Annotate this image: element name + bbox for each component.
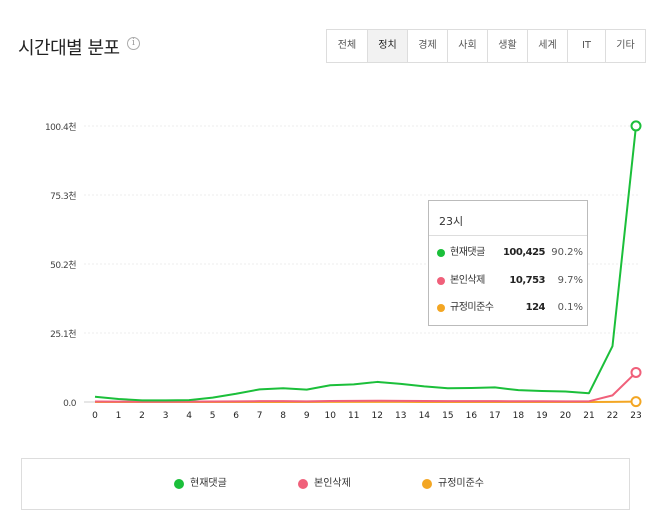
y-tick-label: 50.2천: [50, 260, 76, 271]
tooltip-series-name: 현재댓글: [450, 247, 485, 258]
tooltip-value: 10,753: [509, 275, 545, 286]
x-tick-label: 20: [560, 411, 572, 421]
tooltip-value: 100,425: [502, 247, 546, 258]
series-dot-icon: [437, 277, 445, 285]
tooltip-hour: 23시: [439, 215, 464, 228]
x-tick-label: 5: [210, 411, 216, 421]
x-tick-label: 21: [583, 411, 594, 421]
tooltip-series-name: 본인삭제: [450, 275, 485, 286]
data-point-marker: [630, 120, 642, 132]
legend-dot-icon: [422, 479, 432, 489]
x-tick-label: 11: [348, 411, 359, 421]
x-tick-label: 7: [257, 411, 263, 421]
series-line: [94, 371, 637, 403]
tooltip-row: 현재댓글 100,425 90.2%: [437, 245, 583, 261]
series-dot-icon: [437, 249, 445, 257]
tooltip-percent: 9.7%: [557, 275, 583, 286]
x-tick-label: 19: [536, 411, 548, 421]
tooltip-row: 규정미준수 124 0.1%: [437, 300, 583, 316]
x-tick-label: 4: [186, 411, 192, 421]
tooltip-percent: 0.1%: [557, 302, 583, 313]
x-tick-label: 8: [280, 411, 286, 421]
legend-label: 규정미준수: [438, 478, 484, 489]
page-title: 시간대별 분포: [18, 38, 120, 59]
legend-dot-icon: [298, 479, 308, 489]
data-point-marker: [630, 396, 642, 408]
x-tick-label: 12: [372, 411, 383, 421]
legend-dot-icon: [174, 479, 184, 489]
x-tick-label: 1: [116, 411, 122, 421]
x-tick-label: 16: [466, 411, 478, 421]
chart-legend: 현재댓글 본인삭제 규정미준수: [21, 458, 630, 510]
category-tabs: 전체 정치 경제 사회 생활 세계 IT 기타: [326, 29, 646, 63]
x-tick-label: 15: [442, 411, 453, 421]
tab-all[interactable]: 전체: [337, 40, 357, 51]
x-tick-label: 9: [304, 411, 310, 421]
data-point-marker: [630, 366, 642, 378]
info-icon[interactable]: i: [127, 37, 140, 50]
tooltip: 23시 현재댓글 100,425 90.2% 본인삭제 10,753 9.7% …: [428, 200, 588, 326]
tab-it[interactable]: IT: [567, 30, 605, 62]
x-tick-label: 10: [324, 411, 336, 421]
legend-label: 본인삭제: [314, 478, 351, 489]
series-line: [94, 125, 637, 402]
x-tick-label: 3: [163, 411, 169, 421]
x-tick-label: 23: [630, 411, 641, 421]
x-tick-label: 22: [607, 411, 618, 421]
tab-etc[interactable]: 기타: [605, 30, 645, 62]
x-tick-label: 18: [513, 411, 525, 421]
x-tick-label: 17: [489, 411, 500, 421]
series-dot-icon: [437, 304, 445, 312]
y-tick-label: 75.3천: [50, 191, 76, 202]
x-tick-label: 14: [419, 411, 431, 421]
tooltip-percent: 90.2%: [551, 247, 583, 258]
x-tick-label: 2: [139, 411, 145, 421]
x-tick-label: 0: [92, 411, 98, 421]
tooltip-row: 본인삭제 10,753 9.7%: [437, 273, 583, 289]
tab-world[interactable]: 세계: [527, 30, 567, 62]
x-tick-label: 13: [395, 411, 406, 421]
tab-economy[interactable]: 경제: [407, 30, 447, 62]
x-tick-label: 6: [233, 411, 239, 421]
y-tick-label: 25.1천: [50, 329, 76, 340]
y-tick-label: 0.0: [63, 399, 77, 409]
tab-life[interactable]: 생활: [487, 30, 527, 62]
tooltip-divider: [429, 235, 587, 236]
tooltip-series-name: 규정미준수: [450, 302, 494, 313]
y-tick-label: 100.4천: [45, 122, 76, 133]
tab-politics[interactable]: 정치: [367, 30, 407, 62]
tooltip-value: 124: [525, 302, 546, 313]
legend-label: 현재댓글: [190, 478, 227, 489]
tab-society[interactable]: 사회: [447, 30, 487, 62]
